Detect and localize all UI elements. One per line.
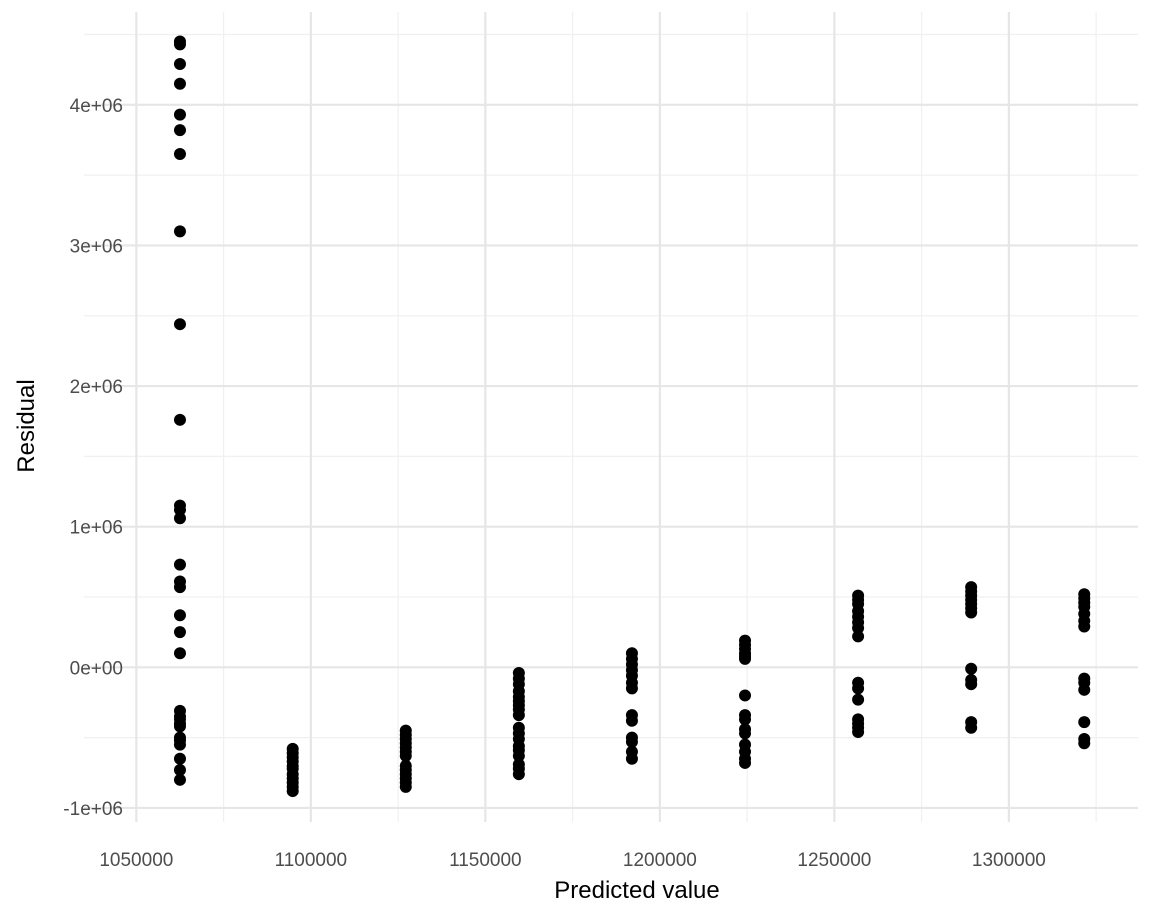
data-point: [739, 652, 752, 665]
y-tick-label: -1e+06: [63, 799, 123, 820]
data-point: [399, 749, 412, 762]
data-point: [173, 558, 186, 571]
data-point: [399, 780, 412, 793]
data-point: [965, 662, 978, 675]
data-point: [965, 721, 978, 734]
data-point: [625, 735, 638, 748]
x-axis-tick-labels: 1050000 1100000 1150000 1200000 1250000 13000…: [99, 850, 1045, 871]
data-point: [173, 720, 186, 733]
y-tick-label: 2e+06: [70, 377, 123, 398]
data-point: [965, 678, 978, 691]
data-point: [512, 709, 525, 722]
data-point: [739, 727, 752, 740]
y-axis-tick-labels: -1e+06 0e+00 1e+06 2e+06 3e+06 4e+06: [63, 96, 123, 820]
x-axis-title: Predicted value: [554, 877, 719, 904]
data-point: [173, 38, 186, 51]
data-point: [512, 749, 525, 762]
data-point: [1078, 683, 1091, 696]
data-point: [852, 693, 865, 706]
data-point: [852, 630, 865, 643]
data-points: [173, 35, 1091, 798]
data-point: [173, 512, 186, 525]
data-point: [1078, 737, 1091, 750]
data-point: [852, 726, 865, 738]
data-point: [739, 689, 752, 702]
y-tick-label: 1e+06: [70, 518, 123, 539]
y-axis-title: Residual: [13, 379, 40, 472]
x-tick-label: 1300000: [972, 850, 1046, 871]
data-point: [173, 609, 186, 622]
data-point: [173, 148, 186, 161]
data-point: [173, 124, 186, 137]
data-point: [512, 768, 525, 781]
data-point: [173, 763, 186, 776]
data-point: [286, 785, 299, 798]
data-point: [739, 756, 752, 769]
data-point: [625, 682, 638, 695]
y-tick-label: 3e+06: [70, 236, 123, 257]
data-point: [173, 503, 186, 516]
x-tick-label: 1050000: [99, 850, 173, 871]
data-point: [173, 773, 186, 786]
x-tick-label: 1200000: [623, 850, 697, 871]
y-tick-label: 0e+00: [70, 658, 123, 679]
data-point: [173, 413, 186, 426]
data-point: [852, 621, 865, 634]
grid-lines: [84, 12, 1138, 822]
data-point: [965, 606, 978, 619]
data-point: [625, 752, 638, 765]
y-tick-label: 4e+06: [70, 96, 123, 117]
data-point: [173, 77, 186, 90]
x-tick-label: 1100000: [275, 850, 348, 871]
data-point: [173, 647, 186, 660]
data-point: [173, 108, 186, 121]
data-point: [1078, 716, 1091, 729]
x-tick-label: 1150000: [449, 850, 522, 871]
data-point: [852, 682, 865, 695]
data-point: [173, 626, 186, 639]
data-point: [625, 714, 638, 727]
x-tick-label: 1250000: [797, 850, 871, 871]
data-point: [1078, 620, 1091, 633]
data-point: [173, 738, 186, 751]
data-point: [173, 752, 186, 765]
data-point: [173, 318, 186, 331]
data-point: [173, 58, 186, 71]
data-point: [173, 581, 186, 594]
data-point: [739, 713, 752, 726]
data-point: [173, 225, 186, 238]
